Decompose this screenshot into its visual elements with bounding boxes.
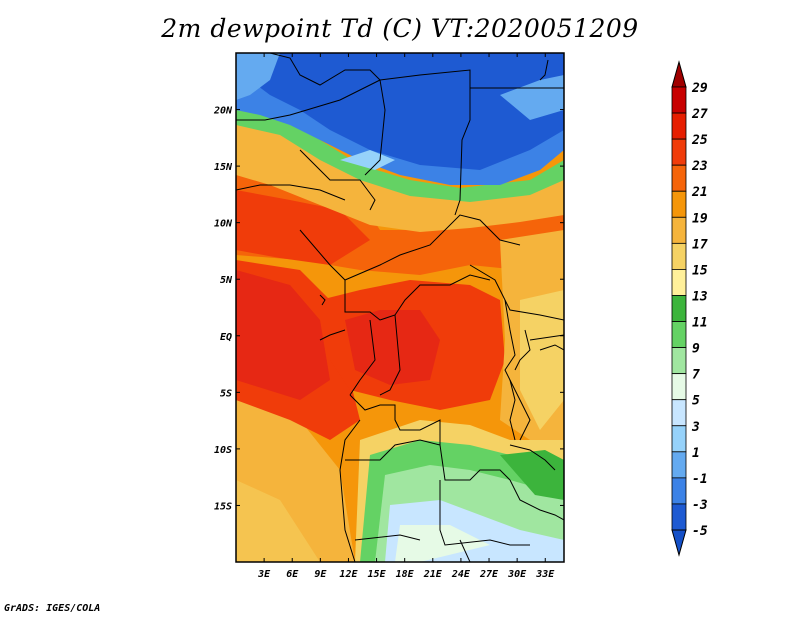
colorbar-segment [671, 425, 687, 453]
colorbar-label: -5 [692, 524, 708, 539]
colorbar-label: 23 [691, 159, 708, 174]
lat-tick-label: 20N [213, 106, 233, 117]
colorbar-label: 21 [691, 185, 708, 200]
colorbar-segment [671, 138, 687, 166]
lon-tick-label: 18E [396, 569, 415, 580]
colorbar-label: -3 [692, 498, 708, 513]
lat-tick-label: 15N [214, 162, 233, 173]
lat-tick-label: 5S [220, 388, 232, 399]
credit-text: GrADS: IGES/COLA [4, 603, 101, 614]
map-frame [235, 52, 565, 563]
colorbar-segment [671, 216, 687, 244]
colorbar-top-arrow [671, 60, 687, 88]
colorbar-segment [671, 112, 687, 140]
colorbar-label: -1 [692, 472, 708, 487]
lon-tick-label: 27E [479, 569, 499, 580]
lat-tick-label: 10S [214, 445, 232, 456]
colorbar-bottom-arrow [671, 529, 687, 557]
lon-tick-label: 12E [339, 569, 358, 580]
colorbar-label: 13 [692, 289, 708, 304]
map-title: 2m dewpoint Td (C) VT:2020051209 [161, 14, 639, 43]
colorbar-label: 25 [691, 133, 708, 148]
colorbar-segment [671, 451, 687, 479]
colorbar-label: 29 [691, 81, 708, 96]
lon-tick-label: 3E [257, 569, 271, 580]
lon-tick-label: 15E [368, 569, 387, 580]
colorbar-label: 9 [692, 342, 700, 357]
colorbar-label: 1 [692, 446, 700, 461]
colorbar-segment [671, 399, 687, 427]
colorbar-label: 19 [692, 211, 708, 226]
colorbar-label: 5 [692, 394, 700, 409]
lat-tick-label: 15S [214, 501, 232, 512]
colorbar-label: 17 [692, 237, 708, 252]
colorbar-segment [671, 164, 687, 192]
lat-tick-label: 10N [214, 219, 233, 230]
lon-tick-label: 30E [507, 569, 527, 580]
lat-tick-label: 5N [220, 275, 233, 286]
map-axes: 20N 15N 10N 5N EQ 5S 10S 15S 3E 6E 9E 12E 15E 18E 21E 2… [213, 53, 564, 580]
colorbar-label: 15 [692, 263, 708, 278]
colorbar: 29 27 25 23 21 19 17 15 13 11 9 7 5 3 1 -1 -3 -5 [671, 60, 708, 557]
colorbar-segment [671, 190, 687, 218]
colorbar-label: 27 [691, 107, 708, 122]
colorbar-segment [671, 242, 687, 270]
colorbar-segment [671, 373, 687, 401]
lon-tick-label: 9E [314, 569, 327, 580]
lon-tick-label: 33E [535, 569, 555, 580]
lon-tick-label: 24E [451, 569, 471, 580]
colorbar-segment [671, 347, 687, 375]
colorbar-label: 3 [691, 420, 700, 435]
colorbar-segment [671, 477, 687, 505]
colorbar-segment [671, 321, 687, 348]
colorbar-segment [671, 295, 687, 322]
colorbar-segment [671, 269, 687, 296]
colorbar-label: 11 [692, 316, 708, 331]
country-borders [236, 53, 564, 562]
lat-tick-label: EQ [220, 332, 232, 343]
lon-tick-label: 6E [286, 569, 299, 580]
colorbar-segment [671, 503, 687, 531]
colorbar-segment [671, 86, 687, 114]
lon-tick-label: 21E [423, 569, 443, 580]
colorbar-label: 7 [692, 368, 700, 383]
